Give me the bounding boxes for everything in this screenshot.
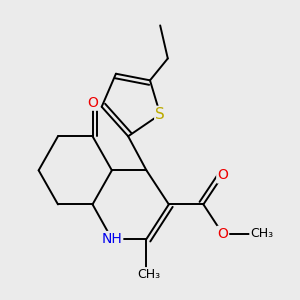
Text: NH: NH	[101, 232, 122, 246]
Text: O: O	[217, 227, 228, 241]
Text: S: S	[155, 107, 165, 122]
Text: CH₃: CH₃	[250, 227, 273, 240]
Text: O: O	[87, 96, 98, 110]
Text: O: O	[217, 168, 228, 182]
Text: CH₃: CH₃	[137, 268, 160, 281]
